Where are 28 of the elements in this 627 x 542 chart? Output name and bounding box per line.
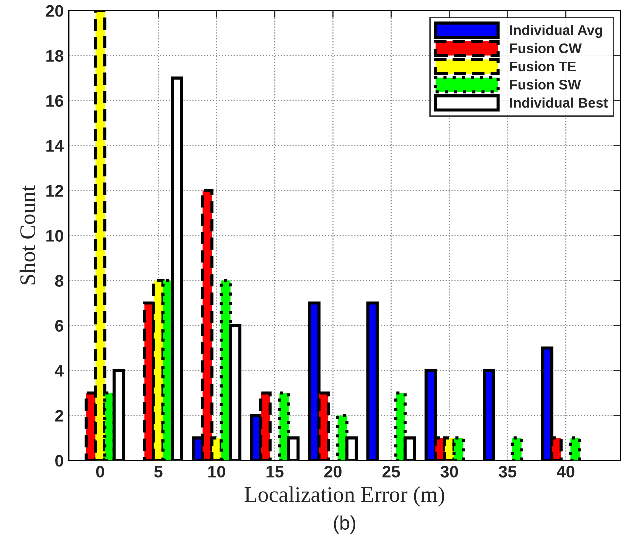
y-tick-label: 4 xyxy=(55,365,64,377)
y-tick-label: 18 xyxy=(46,50,64,62)
x-tick-label: 10 xyxy=(208,466,226,478)
legend-label: Fusion SW xyxy=(510,80,582,90)
y-axis-title: Shot Count xyxy=(20,186,36,285)
y-tick-label: 14 xyxy=(46,140,64,152)
x-tick-label: 20 xyxy=(324,466,342,478)
y-tick-label: 16 xyxy=(46,95,64,108)
legend-label: Individual Avg xyxy=(510,25,602,38)
legend-label: Fusion TE xyxy=(510,61,576,72)
x-tick-label: 40 xyxy=(557,466,575,478)
y-tick-label: 20 xyxy=(46,5,64,18)
y-tick-label: 0 xyxy=(56,455,64,467)
y-tick-label: 10 xyxy=(46,230,64,242)
x-axis-title: Localization Error (m) xyxy=(244,486,444,507)
y-tick-label: 8 xyxy=(55,275,64,287)
legend-label: Individual Best xyxy=(510,98,608,108)
x-tick-label: 35 xyxy=(498,466,517,478)
y-tick-label: 6 xyxy=(55,320,64,332)
y-tick-label: 2 xyxy=(55,410,64,422)
y-tick-label: 12 xyxy=(46,185,64,197)
x-tick-label: 30 xyxy=(440,466,458,478)
x-tick-label: 25 xyxy=(382,466,400,478)
x-tick-label: 5 xyxy=(154,466,163,478)
x-tick-label: 15 xyxy=(266,466,284,478)
text: (b) xyxy=(334,516,356,534)
legend-label: Fusion CW xyxy=(510,43,582,54)
x-tick-label: 0 xyxy=(96,466,104,478)
